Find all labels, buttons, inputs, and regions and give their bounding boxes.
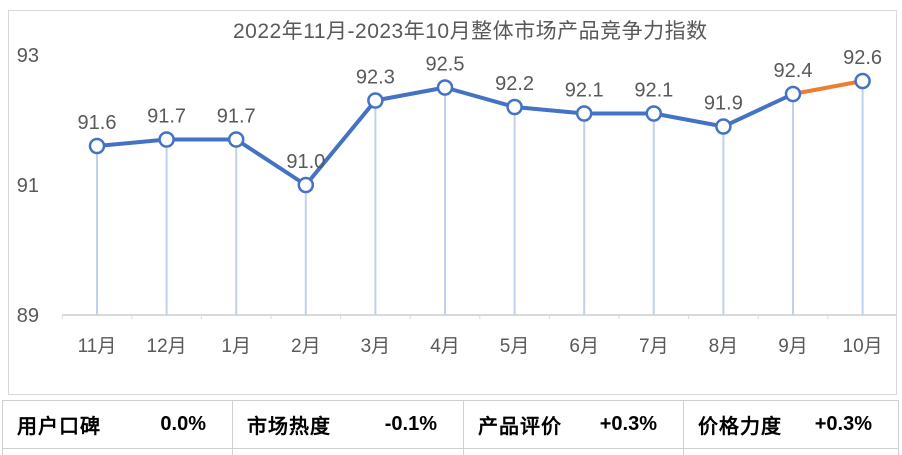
data-point-label: 92.4 xyxy=(774,60,813,82)
x-axis-month-label: 5月 xyxy=(500,336,530,357)
data-point-marker xyxy=(367,92,384,109)
data-point-label: 91.6 xyxy=(78,112,117,134)
data-point-marker xyxy=(645,105,663,122)
data-point-marker xyxy=(784,85,802,103)
data-point-label: 92.1 xyxy=(565,80,604,102)
data-point-marker xyxy=(715,118,732,135)
x-axis-month-label: 6月 xyxy=(569,336,599,357)
chart-title: 2022年11月-2023年10月整体市场产品竞争力指数 xyxy=(233,20,708,43)
metric-value: +0.3% xyxy=(599,413,657,435)
data-point-label: 92.5 xyxy=(426,54,465,76)
metric-user-reputation: 用户口碑 0.0% xyxy=(3,401,232,455)
metrics-bar: 用户口碑 0.0% 市场热度 -0.1% 产品评价 +0.3% 价格力度 +0.… xyxy=(2,400,899,455)
data-point-marker xyxy=(297,176,315,194)
highlight-line-segment xyxy=(791,79,865,96)
metric-product-rating: 产品评价 +0.3% xyxy=(463,401,683,455)
data-point-label: 91.7 xyxy=(217,106,256,128)
x-axis-month-label: 9月 xyxy=(778,336,808,357)
data-point-label: 91.0 xyxy=(286,151,325,173)
x-axis-month-label: 11月 xyxy=(78,336,117,357)
data-point-label: 92.2 xyxy=(495,73,534,95)
metric-label: 市场热度 xyxy=(247,416,331,438)
x-axis-month-label: 2月 xyxy=(291,336,321,357)
x-axis-month-label: 10月 xyxy=(843,336,883,357)
metric-market-heat: 市场热度 -0.1% xyxy=(232,401,463,455)
y-axis-tick-label: 89 xyxy=(17,305,39,327)
data-point-marker xyxy=(227,131,245,148)
x-axis-month-label: 1月 xyxy=(221,336,251,357)
x-axis-month-label: 4月 xyxy=(430,336,460,357)
metric-value: -0.1% xyxy=(384,413,437,435)
data-point-marker xyxy=(158,131,175,148)
metric-price-strength: 价格力度 +0.3% xyxy=(683,401,898,455)
data-point-marker xyxy=(575,105,593,122)
y-axis-tick-label: 93 xyxy=(17,45,39,67)
x-axis-month-label: 12月 xyxy=(147,336,187,357)
data-point-marker xyxy=(436,79,454,96)
x-axis-month-label: 8月 xyxy=(709,336,739,357)
data-point-label: 92.3 xyxy=(356,67,395,89)
y-axis-tick-label: 91 xyxy=(17,175,39,197)
data-point-label: 91.9 xyxy=(704,93,743,115)
metric-value: +0.3% xyxy=(814,413,872,435)
metric-value: 0.0% xyxy=(160,413,206,435)
competitiveness-chart-panel: 93 91 89 91.6 91.7 91.7 91.0 92.3 92.5 92.2 92.1 92… xyxy=(8,10,897,395)
metric-label: 价格力度 xyxy=(698,416,782,438)
data-point-marker xyxy=(88,137,106,155)
metric-label: 产品评价 xyxy=(478,416,562,438)
x-axis-month-label: 3月 xyxy=(361,336,391,357)
chart-canvas: 93 91 89 91.6 91.7 91.7 91.0 92.3 92.5 92.2 92.1 92… xyxy=(17,45,896,357)
metrics-bar-divider xyxy=(3,448,898,449)
metric-label: 用户口碑 xyxy=(17,416,101,438)
data-point-label: 91.7 xyxy=(147,106,186,128)
data-point-label: 92.1 xyxy=(634,80,673,102)
data-point-label: 92.6 xyxy=(843,47,882,69)
data-point-marker xyxy=(506,98,523,116)
data-point-marker xyxy=(854,72,871,90)
x-axis-month-label: 7月 xyxy=(639,336,669,357)
